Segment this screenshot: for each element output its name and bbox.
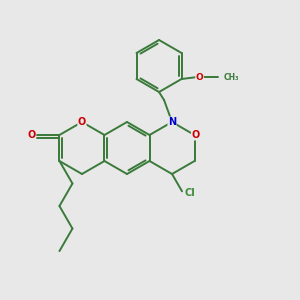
Text: N: N	[168, 117, 176, 127]
Text: O: O	[27, 130, 36, 140]
Text: O: O	[191, 130, 200, 140]
Text: O: O	[196, 73, 203, 82]
Text: CH₃: CH₃	[224, 73, 239, 82]
Text: Cl: Cl	[185, 188, 195, 198]
Text: O: O	[78, 117, 86, 127]
